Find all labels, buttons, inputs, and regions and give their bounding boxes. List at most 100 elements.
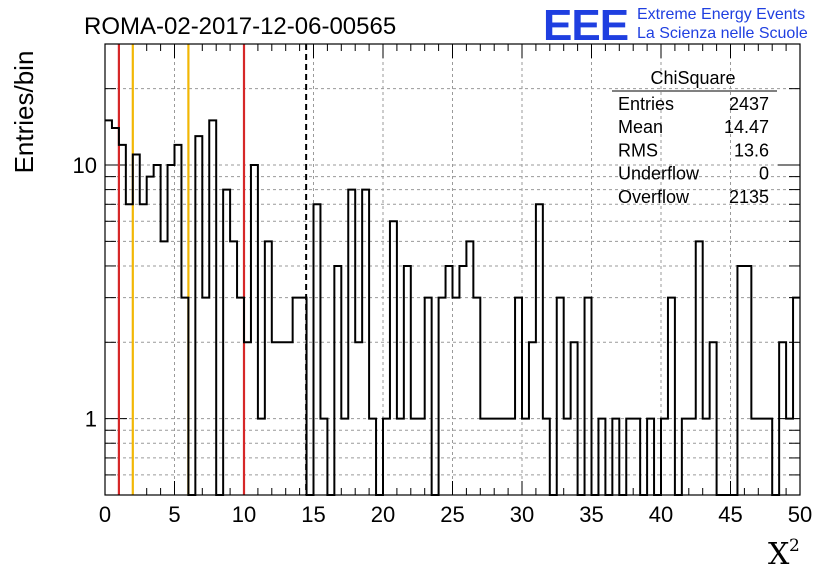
histogram-bin <box>418 419 425 495</box>
stats-title: ChiSquare <box>650 68 735 88</box>
histogram-bin <box>237 298 244 495</box>
histogram-bin <box>779 342 786 495</box>
histogram-bin <box>140 204 147 495</box>
histogram-bin <box>682 419 689 495</box>
histogram-bin <box>230 241 237 495</box>
x-tick-label: 30 <box>510 502 534 527</box>
histogram-bin <box>480 419 487 495</box>
stats-value: 2135 <box>729 187 769 207</box>
histogram-bin <box>425 298 432 495</box>
histogram-bin <box>258 419 265 495</box>
histogram-bin <box>585 298 592 495</box>
histogram-bin <box>710 342 717 495</box>
x-tick-label: 10 <box>232 502 256 527</box>
histogram-bin <box>446 266 453 495</box>
histogram-bin <box>279 342 286 495</box>
histogram-bin <box>112 128 119 495</box>
histogram-bin <box>737 266 744 495</box>
histogram-bin <box>786 419 793 495</box>
histogram-bin <box>612 419 619 495</box>
x-tick-label: 35 <box>579 502 603 527</box>
x-tick-label: 0 <box>99 502 111 527</box>
histogram-bin <box>633 419 640 495</box>
histogram-bin <box>564 419 571 495</box>
histogram-bin <box>536 204 543 495</box>
histogram-bin <box>598 419 605 495</box>
histogram-bin <box>133 155 140 495</box>
histogram-bin <box>362 190 369 495</box>
histogram-bin <box>293 298 300 495</box>
histogram-bin <box>529 342 536 495</box>
x-axis-label-superscript: 2 <box>789 536 800 556</box>
stats-label: Underflow <box>618 164 700 184</box>
histogram-bin <box>147 177 154 495</box>
histogram-bin <box>181 298 188 495</box>
histogram-bin <box>696 241 703 495</box>
histogram-bin <box>751 419 758 495</box>
stats-label: Entries <box>618 94 674 114</box>
x-tick-label: 45 <box>718 502 742 527</box>
stats-label: RMS <box>618 140 658 160</box>
histogram-bin <box>209 120 216 495</box>
histogram-bin <box>453 298 460 495</box>
histogram-bin <box>202 298 209 495</box>
histogram-bin <box>195 136 202 495</box>
histogram-bin <box>647 419 654 495</box>
histogram-bin <box>320 419 327 495</box>
histogram-bin <box>272 342 279 495</box>
grid-lines <box>105 44 800 495</box>
stats-value: 0 <box>759 164 769 184</box>
eee-logo-mark: EEE <box>543 1 628 50</box>
histogram-bin <box>300 298 307 495</box>
histogram-bin <box>543 419 550 495</box>
histogram-bin <box>383 419 390 495</box>
chart-title: ROMA-02-2017-12-06-00565 <box>84 13 396 40</box>
eee-logo-line1: Extreme Energy Events <box>637 6 805 23</box>
histogram-bin <box>508 419 515 495</box>
histogram-bin <box>494 419 501 495</box>
histogram-bin <box>501 419 508 495</box>
stats-value: 14.47 <box>724 117 769 137</box>
histogram-bin <box>286 342 293 495</box>
y-axis-label: Entries/bin <box>9 51 39 174</box>
histogram-bin <box>154 165 161 495</box>
histogram-bin <box>689 419 696 495</box>
histogram-bin <box>341 419 348 495</box>
eee-logo: EEE Extreme Energy Events La Scienza nel… <box>543 1 808 50</box>
x-tick-label: 50 <box>788 502 812 527</box>
histogram-bin <box>355 342 362 495</box>
x-axis-label: X 2 <box>768 536 800 572</box>
histogram-bin <box>348 190 355 495</box>
histogram-bin <box>557 298 564 495</box>
plot-frame <box>104 43 801 496</box>
histogram-bin <box>314 204 321 495</box>
stats-box: ChiSquare Entries 2437 Mean 14.47 RMS 13.6 Und… <box>612 68 777 207</box>
histogram-bin <box>411 419 418 495</box>
stats-label: Overflow <box>618 187 690 207</box>
histogram-bin <box>397 419 404 495</box>
x-tick-label: 40 <box>649 502 673 527</box>
histogram-bin <box>758 419 765 495</box>
x-tick-label: 20 <box>371 502 395 527</box>
histogram-bin <box>487 419 494 495</box>
histogram-bin <box>168 165 175 495</box>
eee-logo-line2: La Scienza nelle Scuole <box>637 25 808 42</box>
y-tick-label: 1 <box>85 407 97 432</box>
histogram-bin <box>626 419 633 495</box>
histogram-bin <box>161 241 168 495</box>
histogram-bin <box>439 298 446 495</box>
x-tick-label: 25 <box>440 502 464 527</box>
histogram-bin <box>744 266 751 495</box>
stats-value: 2437 <box>729 94 769 114</box>
histogram-bin <box>334 266 341 495</box>
histogram-bin <box>515 298 522 495</box>
histogram-bin <box>571 342 578 495</box>
histogram-bin <box>765 419 772 495</box>
histogram-bin <box>404 266 411 495</box>
histogram-series <box>105 119 800 496</box>
histogram-bin <box>265 241 272 495</box>
histogram-bin <box>668 298 675 495</box>
tick-labels: 0 5 10 15 20 25 30 35 40 45 50 1 10 <box>73 153 813 527</box>
